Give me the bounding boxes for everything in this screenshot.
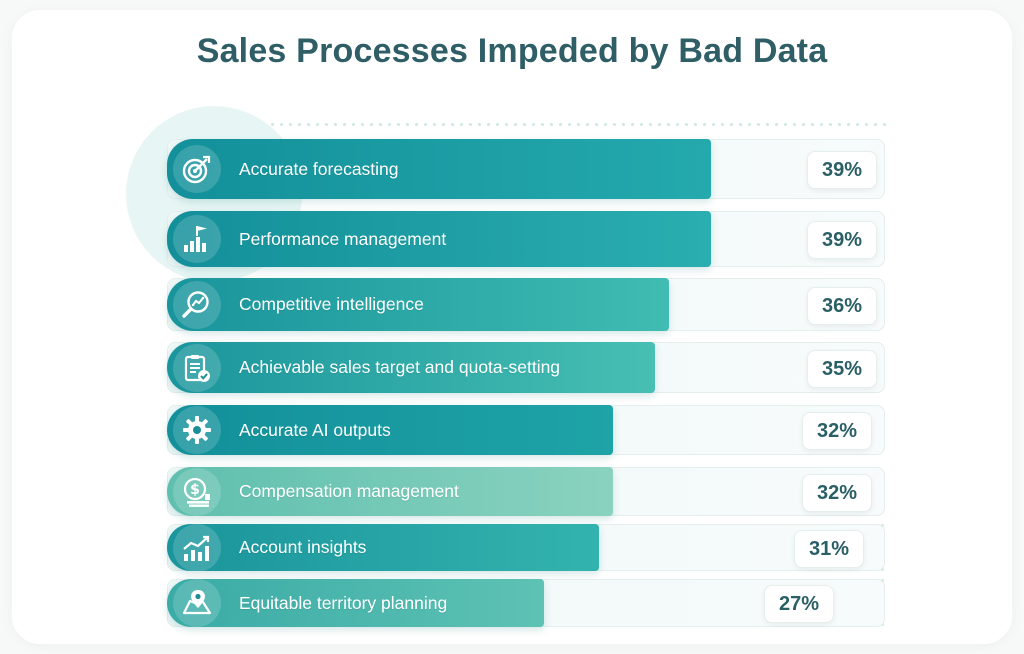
bar-row: $ Compensation management 32% xyxy=(167,467,885,516)
trend-chart-icon xyxy=(173,524,221,572)
chart-title: Sales Processes Impeded by Bad Data xyxy=(196,32,828,70)
svg-text:$: $ xyxy=(190,482,200,498)
money-stack-icon: $ xyxy=(173,468,221,516)
value-label: 39% xyxy=(807,221,877,259)
bar-row: Equitable territory planning 27% xyxy=(167,579,885,627)
category-label: Account insights xyxy=(239,537,367,557)
bar xyxy=(167,579,544,627)
decorative-dots xyxy=(268,120,888,130)
bar xyxy=(167,139,711,199)
bar-row: Competitive intelligence 36% xyxy=(167,278,885,331)
bar-row: Accurate forecasting 39% xyxy=(167,139,885,199)
bar xyxy=(167,467,613,516)
value-label: 36% xyxy=(807,287,877,325)
category-label: Accurate AI outputs xyxy=(239,419,391,440)
value-label: 31% xyxy=(794,530,864,568)
value-label: 32% xyxy=(802,474,872,512)
category-label: Equitable territory planning xyxy=(239,592,448,613)
bar xyxy=(167,278,669,331)
value-label: 27% xyxy=(764,585,834,623)
bar xyxy=(167,211,711,267)
bar-row: Account insights 31% xyxy=(167,524,885,572)
magnifier-chart-icon xyxy=(173,281,221,329)
category-label: Achievable sales target and quota-settin… xyxy=(239,357,561,377)
bar xyxy=(167,342,655,393)
target-icon xyxy=(173,145,221,193)
bar-row: Achievable sales target and quota-settin… xyxy=(167,342,885,393)
bar-row: Performance management 39% xyxy=(167,211,885,267)
clipboard-check-icon xyxy=(173,344,221,392)
category-label: Performance management xyxy=(239,228,447,249)
value-label: 35% xyxy=(807,350,877,388)
gear-icon xyxy=(173,406,221,454)
bar-chart-flag-icon xyxy=(173,215,221,263)
map-pin-icon xyxy=(173,579,221,627)
value-label: 39% xyxy=(807,151,877,189)
category-label: Competitive intelligence xyxy=(239,294,424,314)
category-label: Accurate forecasting xyxy=(239,158,399,179)
bar xyxy=(167,405,613,455)
value-label: 32% xyxy=(802,412,872,450)
category-label: Compensation management xyxy=(239,481,459,501)
bar-row: Accurate AI outputs 32% xyxy=(167,405,885,455)
bar xyxy=(167,524,599,571)
